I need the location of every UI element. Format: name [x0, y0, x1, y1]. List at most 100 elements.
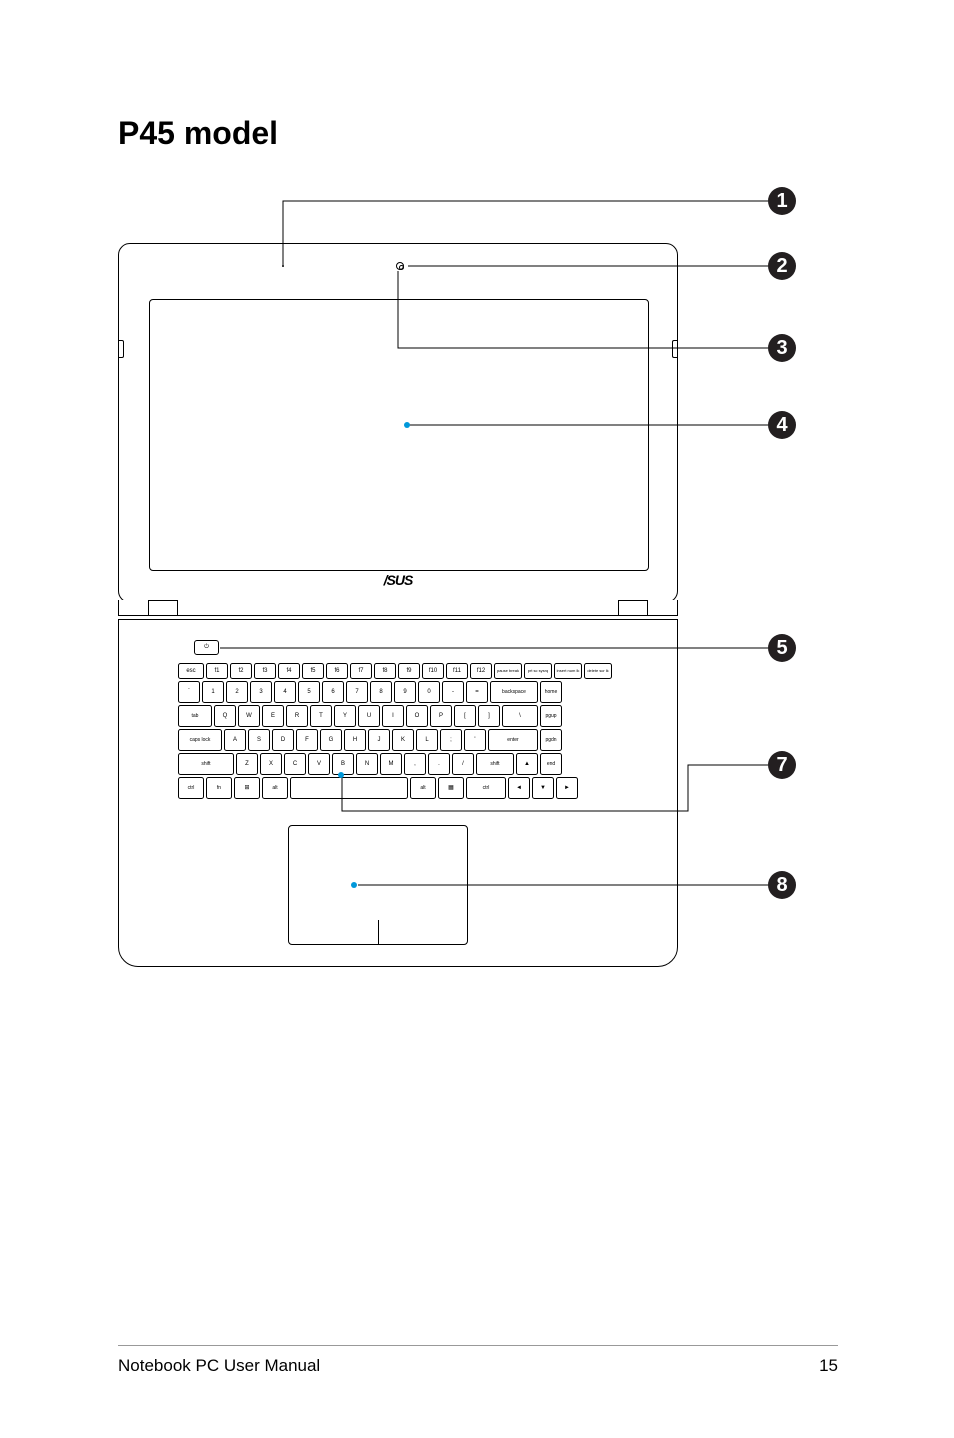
camera-icon	[396, 262, 404, 270]
key-f10: f10	[422, 663, 444, 679]
key-lbracket: [	[454, 705, 476, 727]
key-f9: f9	[398, 663, 420, 679]
callout-3: 3	[768, 334, 796, 362]
key-f8: f8	[374, 663, 396, 679]
hinge-bar	[118, 600, 678, 616]
key-u: U	[358, 705, 380, 727]
key-row-fn: esc f1 f2 f3 f4 f5 f6 f7 f8 f9 f10 f11 f…	[178, 663, 618, 679]
key-f2: f2	[230, 663, 252, 679]
key-5: 5	[298, 681, 320, 703]
key-f: F	[296, 729, 318, 751]
microphone-dot	[282, 265, 284, 267]
key-v: V	[308, 753, 330, 775]
display-panel	[149, 299, 649, 571]
key-rshift: shift	[476, 753, 514, 775]
power-button: ⏻	[194, 640, 219, 655]
key-end: end	[540, 753, 562, 775]
key-t: T	[310, 705, 332, 727]
key-pause: pause break	[494, 663, 522, 679]
key-3: 3	[250, 681, 272, 703]
footer-divider	[118, 1345, 838, 1346]
callout-dot	[338, 772, 344, 778]
key-grave: `	[178, 681, 200, 703]
key-row-a: caps lock A S D F G H J K L ; ' enter pg…	[178, 729, 618, 751]
key-r: R	[286, 705, 308, 727]
key-menu: ▦	[438, 777, 464, 799]
key-2: 2	[226, 681, 248, 703]
key-4: 4	[274, 681, 296, 703]
key-left: ◄	[508, 777, 530, 799]
page-title: P45 model	[118, 115, 278, 152]
callout-7: 7	[768, 751, 796, 779]
key-delete: delete scr lk	[584, 663, 612, 679]
hinge-block	[148, 600, 178, 616]
key-c: C	[284, 753, 306, 775]
key-k: K	[392, 729, 414, 751]
callout-4: 4	[768, 411, 796, 439]
key-semicolon: ;	[440, 729, 462, 751]
footer-page-number: 15	[819, 1356, 838, 1376]
key-insert: insert num lk	[554, 663, 582, 679]
key-tab: tab	[178, 705, 212, 727]
keyboard: esc f1 f2 f3 f4 f5 f6 f7 f8 f9 f10 f11 f…	[178, 663, 618, 803]
key-f5: f5	[302, 663, 324, 679]
key-home: home	[540, 681, 562, 703]
key-row-q: tab Q W E R T Y U I O P [ ] \ pgup	[178, 705, 618, 727]
key-rctrl: ctrl	[466, 777, 506, 799]
touchpad	[288, 825, 468, 945]
key-row-num: ` 1 2 3 4 5 6 7 8 9 0 - = backspace home	[178, 681, 618, 703]
key-y: Y	[334, 705, 356, 727]
callout-2: 2	[768, 252, 796, 280]
key-enter: enter	[488, 729, 538, 751]
screen-bezel: /SUS	[118, 243, 678, 603]
key-i: I	[382, 705, 404, 727]
key-ralt: alt	[410, 777, 436, 799]
side-slot	[672, 340, 677, 358]
key-rbracket: ]	[478, 705, 500, 727]
callout-5: 5	[768, 634, 796, 662]
key-s: S	[248, 729, 270, 751]
key-esc: esc	[178, 663, 204, 679]
key-up: ▲	[516, 753, 538, 775]
key-caps: caps lock	[178, 729, 222, 751]
key-b: B	[332, 753, 354, 775]
key-pgup: pgup	[540, 705, 562, 727]
key-row-z: shift Z X C V B N M , . / shift ▲ end	[178, 753, 618, 775]
key-l: L	[416, 729, 438, 751]
key-d: D	[272, 729, 294, 751]
hinge-block	[618, 600, 648, 616]
key-7: 7	[346, 681, 368, 703]
key-q: Q	[214, 705, 236, 727]
key-f7: f7	[350, 663, 372, 679]
key-m: M	[380, 753, 402, 775]
key-1: 1	[202, 681, 224, 703]
key-slash: /	[452, 753, 474, 775]
key-lshift: shift	[178, 753, 234, 775]
callout-8: 8	[768, 871, 796, 899]
laptop-diagram: /SUS ⏻ esc f1 f2 f3 f4 f5 f6 f7 f8 f9 f1…	[118, 185, 838, 985]
key-f6: f6	[326, 663, 348, 679]
key-right: ►	[556, 777, 578, 799]
key-a: A	[224, 729, 246, 751]
key-f4: f4	[278, 663, 300, 679]
callout-dot	[404, 422, 410, 428]
key-space	[290, 777, 408, 799]
key-backslash: \	[502, 705, 538, 727]
key-f1: f1	[206, 663, 228, 679]
key-win: ⊞	[234, 777, 260, 799]
key-8: 8	[370, 681, 392, 703]
key-fn: fn	[206, 777, 232, 799]
key-n: N	[356, 753, 378, 775]
key-minus: -	[442, 681, 464, 703]
key-w: W	[238, 705, 260, 727]
key-x: X	[260, 753, 282, 775]
key-f3: f3	[254, 663, 276, 679]
brand-logo: /SUS	[384, 572, 413, 588]
key-row-space: ctrl fn ⊞ alt alt ▦ ctrl ◄ ▼ ►	[178, 777, 618, 799]
key-f11: f11	[446, 663, 468, 679]
key-period: .	[428, 753, 450, 775]
key-o: O	[406, 705, 428, 727]
key-g: G	[320, 729, 342, 751]
key-h: H	[344, 729, 366, 751]
key-lalt: alt	[262, 777, 288, 799]
